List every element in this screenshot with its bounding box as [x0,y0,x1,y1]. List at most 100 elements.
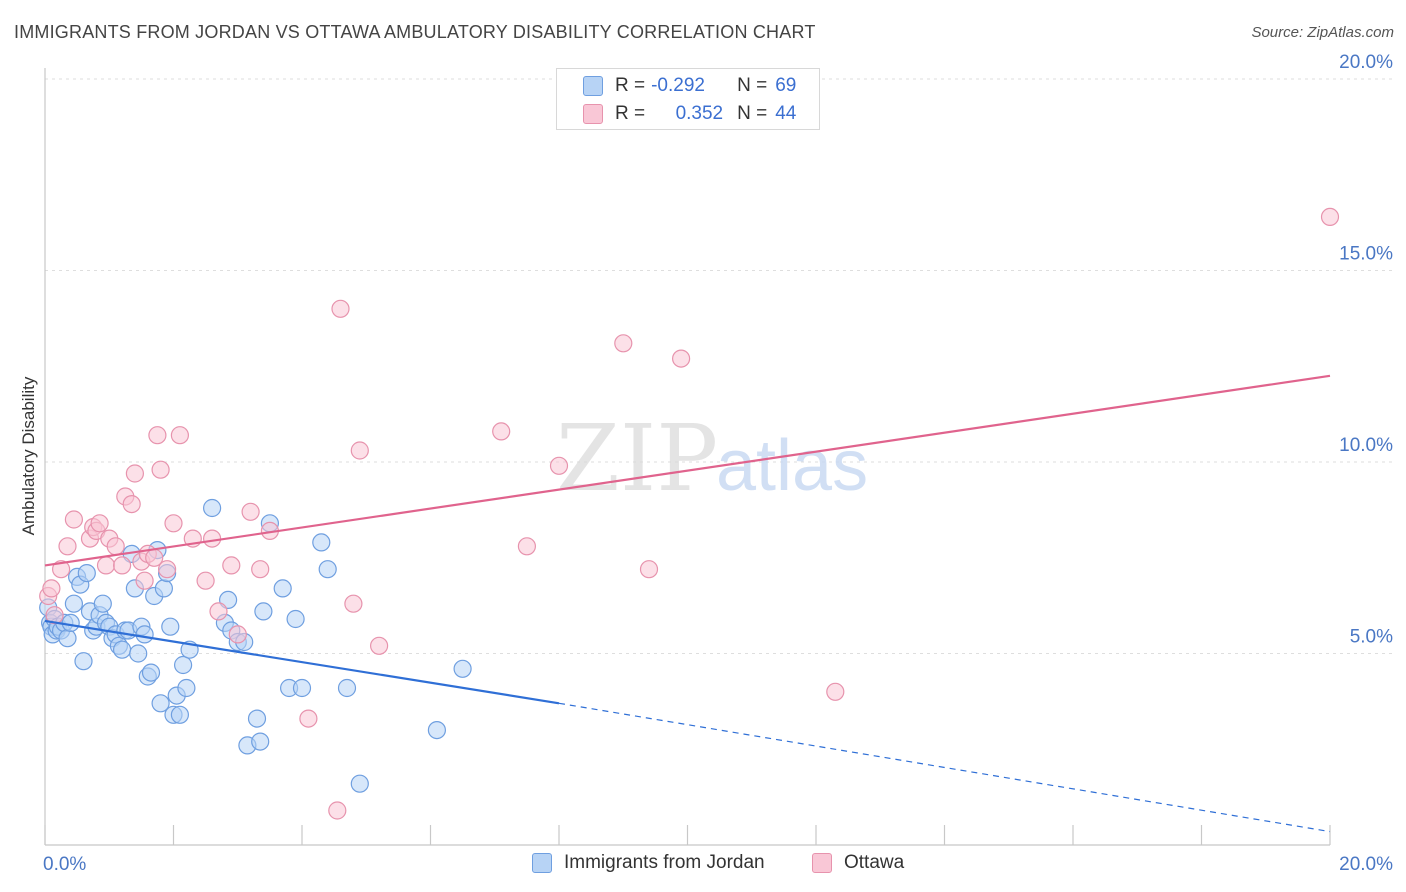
point-jordan [64,594,84,613]
y-tick-label: 20.0% [1339,52,1393,73]
legend-r-label: R = [615,75,646,96]
legend-swatch-ottawa [583,104,603,124]
point-jordan [77,563,96,583]
data-points [39,207,1340,820]
point-jordan [174,655,193,675]
point-ottawa [90,514,109,533]
point-ottawa [1320,207,1340,226]
legend-item-ottawa: Ottawa [812,852,904,874]
point-ottawa [58,537,77,556]
point-ottawa [331,299,350,318]
point-ottawa [350,441,369,460]
legend-n-label: N = [737,103,768,124]
trendline-jordan-dashed [558,702,1331,833]
point-ottawa [549,456,569,475]
point-jordan [58,629,77,648]
legend-row-jordan: R = -0.292 N = 69 [583,73,796,99]
y-tick-label: 15.0% [1339,244,1393,265]
grid-lines [45,78,1394,654]
legend-swatch-jordan [532,853,552,873]
point-ottawa [222,556,241,575]
point-jordan [112,640,132,659]
point-ottawa [42,579,61,598]
axes [44,68,1331,846]
y-axis-label: Ambulatory Disability [19,376,38,535]
watermark: ZIP atlas [556,405,868,512]
point-ottawa [51,560,71,579]
y-tick-label: 5.0% [1350,627,1393,648]
source-label: Source: ZipAtlas.com [1251,24,1394,41]
point-ottawa [170,426,189,445]
point-ottawa [196,571,215,590]
y-tick-label: 10.0% [1339,435,1393,456]
legend-r-value: 0.352 [675,103,724,124]
point-ottawa [517,537,537,556]
point-jordan [286,609,305,629]
legend-n-value: 44 [775,103,797,124]
point-ottawa [151,460,170,479]
point-jordan [350,774,369,793]
point-ottawa [45,606,64,625]
legend-swatch-ottawa [812,853,832,873]
point-ottawa [164,514,183,533]
tick-labels: 5.0% 10.0% 15.0% 20.0% 0.0% 20.0% [43,52,1393,875]
point-jordan [203,498,222,518]
point-jordan [141,663,161,682]
point-jordan [161,617,180,636]
point-ottawa [148,426,167,445]
point-jordan [273,579,292,598]
point-jordan [251,732,270,751]
legend-item-jordan: Immigrants from Jordan [532,852,765,874]
point-jordan [453,659,472,678]
point-jordan [74,652,93,671]
legend-n-label: N = [737,75,768,96]
point-ottawa [135,571,154,590]
point-jordan [154,579,173,598]
point-ottawa [671,349,691,368]
point-jordan [247,709,267,728]
point-ottawa [106,537,125,556]
point-ottawa [64,510,84,529]
point-ottawa [299,709,318,728]
point-ottawa [328,801,347,820]
point-ottawa [614,334,633,353]
legend-r-value: -0.292 [651,75,705,96]
point-ottawa [209,602,228,621]
watermark-atlas: atlas [716,426,868,506]
correlation-legend: R = -0.292 N = 69 R = 0.352 N = 44 [556,68,820,130]
point-ottawa [344,594,363,613]
point-ottawa [203,529,222,548]
point-ottawa [122,495,141,514]
point-ottawa [251,560,270,579]
point-jordan [170,705,189,724]
point-ottawa [639,560,659,579]
point-ottawa [492,422,511,441]
point-jordan [61,613,80,633]
point-ottawa [241,502,260,521]
point-ottawa [96,556,116,575]
watermark-zip: ZIP [556,405,718,512]
x-tick-label: 20.0% [1339,854,1393,875]
chart-title: IMMIGRANTS FROM JORDAN VS OTTAWA AMBULAT… [14,22,816,42]
point-jordan [177,678,196,698]
legend-r-label: R = [615,103,646,124]
point-ottawa [826,682,845,701]
point-jordan [312,533,331,552]
point-ottawa [228,625,247,644]
legend-row-ottawa: R = 0.352 N = 44 [583,101,796,127]
point-ottawa [370,636,389,655]
point-jordan [337,678,357,698]
point-jordan [93,594,112,613]
legend-label-jordan: Immigrants from Jordan [564,852,765,873]
point-jordan [427,720,446,740]
trend-lines [44,374,1331,833]
point-jordan [254,602,273,621]
trendline-jordan [44,619,560,705]
point-ottawa [112,556,132,575]
trendline-ottawa [44,374,1331,567]
point-jordan [151,694,170,713]
point-jordan [135,625,154,644]
x-tick-label: 0.0% [43,854,86,875]
point-jordan [129,644,148,663]
